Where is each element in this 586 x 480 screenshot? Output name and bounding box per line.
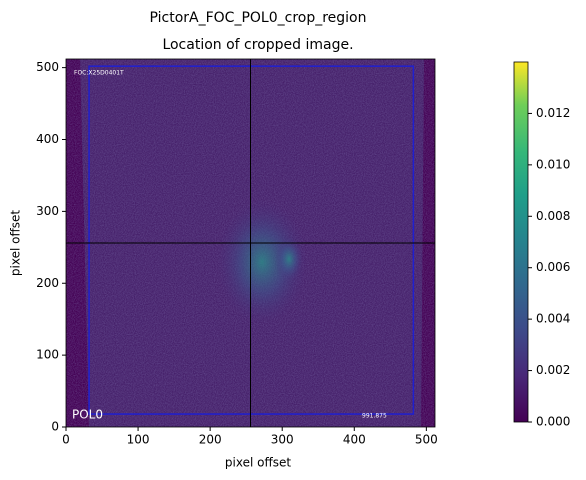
chart-title: PictorA_FOC_POL0_crop_region (150, 10, 367, 26)
annotation: FOC:X25D0401T (74, 70, 124, 77)
x-tick-label: 300 (271, 433, 294, 447)
y-tick-label: 200 (36, 276, 59, 290)
x-tick-label: 200 (199, 433, 222, 447)
x-tick-label: 0 (62, 433, 70, 447)
x-tick-label: 100 (127, 433, 150, 447)
colorbar-tick-label: 0.012 (536, 106, 570, 120)
x-tick-label: 400 (343, 433, 366, 447)
annotation: POL0 (72, 408, 103, 422)
y-tick-label: 500 (36, 60, 59, 74)
crop-box (88, 65, 415, 415)
y-tick-label: 100 (36, 348, 59, 362)
x-axis-label: pixel offset (225, 456, 291, 470)
x-tick-label: 500 (415, 433, 438, 447)
colorbar-tick-label: 0.008 (536, 209, 570, 223)
annotation: 991.875 (362, 413, 387, 420)
colorbar-tick-label: 0.000 (536, 415, 570, 429)
colorbar-tick-label: 0.006 (536, 260, 570, 274)
colorbar-tick-label: 0.010 (536, 157, 570, 171)
colorbar-tick-label: 0.002 (536, 363, 570, 377)
y-axis-label: pixel offset (9, 210, 23, 276)
chart-subtitle: Location of cropped image. (162, 37, 353, 53)
y-tick-label: 300 (36, 204, 59, 218)
y-tick-label: 0 (51, 420, 59, 434)
colorbar (513, 61, 529, 423)
colorbar-tick-label: 0.004 (536, 312, 570, 326)
y-tick-label: 400 (36, 132, 59, 146)
